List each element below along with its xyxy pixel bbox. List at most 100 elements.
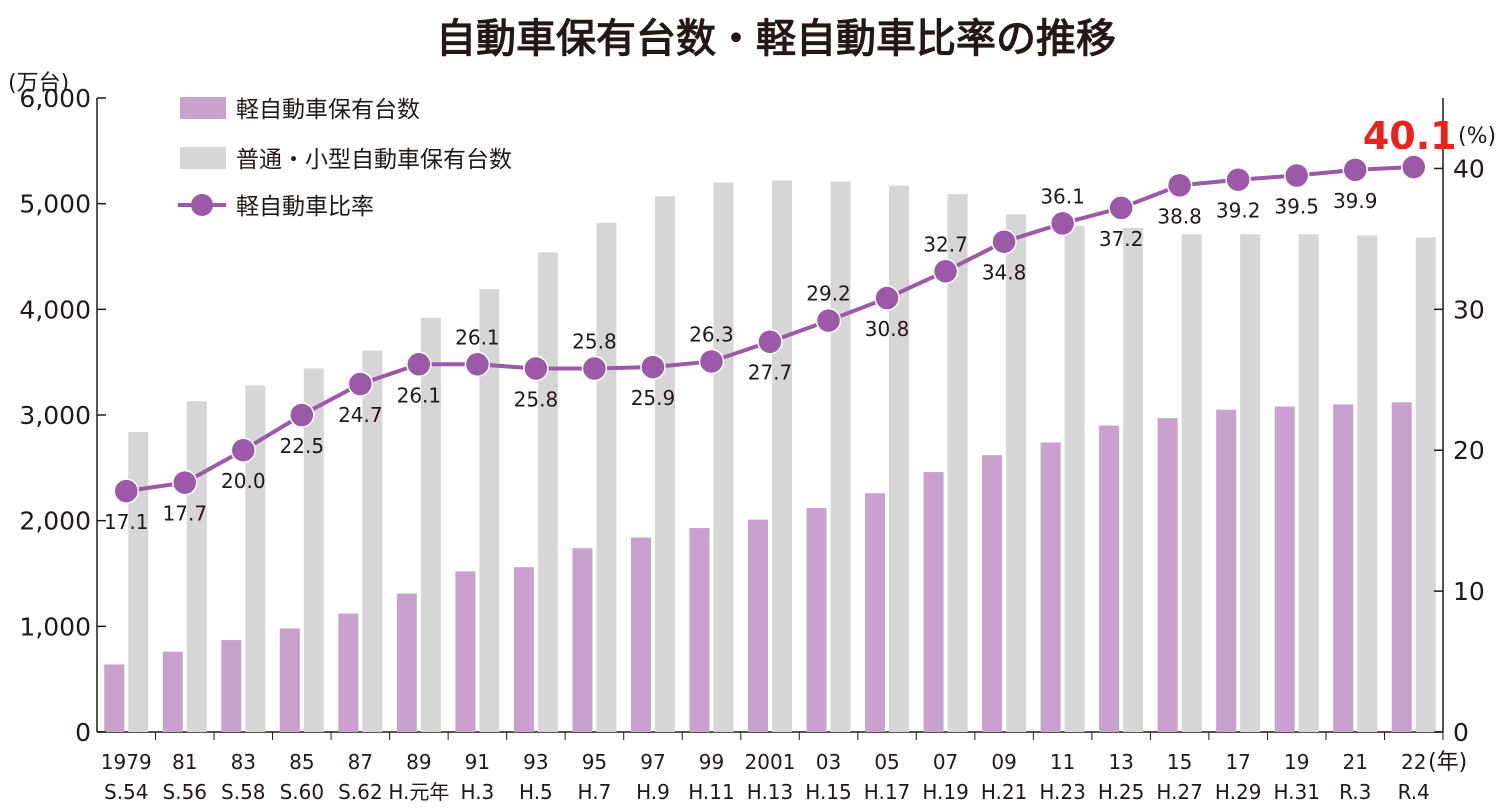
bar-kei-ownership	[1333, 404, 1354, 732]
bar-layer	[104, 180, 1436, 733]
bar-regular-ownership	[1357, 235, 1378, 732]
bar-kei-ownership	[630, 537, 651, 732]
x-tick-label-era: S.60	[280, 780, 325, 804]
tick-label-layer: 0 1,000 2,000 3,000 4,000 5,000 6,000 0 10 20 30 40…	[19, 84, 1484, 804]
ratio-marker	[289, 402, 315, 428]
right-tick-label: 10	[1453, 577, 1485, 606]
bar-kei-ownership	[806, 507, 827, 732]
x-tick-label-year: 85	[289, 750, 314, 774]
ratio-data-label: 25.8	[514, 388, 559, 412]
bar-kei-ownership	[396, 593, 417, 732]
ratio-marker	[581, 355, 608, 382]
x-tick-label-year: 83	[231, 750, 256, 774]
bar-regular-ownership	[1240, 234, 1261, 732]
ratio-data-label: 17.1	[104, 510, 149, 534]
bar-regular-ownership	[654, 196, 675, 732]
x-tick-label-year: 91	[465, 750, 490, 774]
x-tick-label-era: S.54	[104, 780, 149, 804]
ratio-marker	[1225, 166, 1251, 193]
ratio-data-label: 34.8	[982, 261, 1027, 285]
ratio-data-label: 26.3	[689, 322, 734, 346]
bar-kei-ownership	[455, 571, 476, 732]
x-tick-label-year: 13	[1108, 750, 1133, 774]
bar-kei-ownership	[1040, 442, 1061, 732]
ratio-marker	[406, 351, 432, 378]
bar-regular-ownership	[186, 401, 207, 732]
ratio-marker	[1342, 157, 1368, 183]
bar-kei-ownership	[1157, 418, 1178, 732]
x-tick-label-era: H.29	[1215, 780, 1262, 804]
bar-regular-ownership	[772, 180, 792, 733]
x-tick-label-year: 05	[874, 750, 899, 774]
x-tick-label-year: 1979	[101, 750, 152, 774]
bar-kei-ownership	[104, 664, 125, 732]
bar-regular-ownership	[537, 252, 558, 733]
x-tick-label-year: 89	[406, 750, 431, 774]
ratio-marker	[113, 478, 140, 504]
bar-kei-ownership	[513, 567, 534, 732]
ratio-data-label: 27.7	[748, 361, 793, 385]
ratio-marker	[815, 307, 842, 334]
bar-regular-ownership	[362, 350, 383, 732]
x-tick-label-year: 97	[640, 750, 665, 774]
bar-kei-ownership	[572, 548, 593, 732]
ratio-data-label: 22.5	[280, 434, 325, 458]
x-tick-label-year: 07	[933, 750, 958, 774]
ratio-marker	[698, 348, 725, 375]
ratio-marker	[757, 328, 783, 355]
bar-regular-ownership	[713, 182, 734, 733]
bar-regular-ownership	[303, 368, 324, 732]
chart-title: 自動車保有台数・軽自動車比率の推移	[436, 16, 1116, 62]
x-tick-label-era: H.21	[981, 780, 1028, 804]
x-tick-label-year: 2001	[745, 750, 796, 774]
legend-swatch-kei-bars	[180, 97, 226, 119]
x-tick-label-era: R.4	[1398, 780, 1430, 804]
bar-kei-ownership	[1216, 409, 1237, 732]
x-tick-label-year: 21	[1342, 750, 1367, 774]
x-tick-label-era: H.9	[636, 780, 670, 804]
x-tick-label-era: H.31	[1273, 780, 1320, 804]
x-tick-label-year: 22	[1401, 750, 1426, 774]
bar-kei-ownership	[748, 519, 768, 732]
ratio-line-layer	[113, 154, 1427, 504]
right-axis-unit: (%)	[1458, 124, 1496, 149]
bar-regular-ownership	[479, 289, 500, 732]
x-tick-label-year: 99	[699, 750, 724, 774]
ratio-data-label: 39.9	[1333, 189, 1378, 213]
ratio-data-label: 36.1	[1040, 184, 1085, 208]
ratio-marker	[874, 285, 900, 311]
bar-regular-ownership	[1181, 234, 1202, 732]
x-tick-label-year: 09	[991, 750, 1016, 774]
ratio-marker	[1166, 172, 1193, 199]
x-tick-label-era: H.3	[461, 780, 495, 804]
bar-regular-ownership	[1006, 214, 1027, 732]
x-tick-label-era: H.27	[1156, 780, 1203, 804]
ratio-marker	[1283, 162, 1310, 189]
ratio-data-label: 24.7	[338, 403, 383, 427]
ratio-marker	[1400, 154, 1427, 180]
bar-regular-ownership	[128, 431, 149, 732]
bar-kei-ownership	[162, 651, 183, 732]
right-tick-label: 20	[1453, 436, 1485, 465]
legend-swatch-ratio-marker	[191, 194, 213, 216]
bar-regular-ownership	[830, 181, 851, 732]
legend: 軽自動車保有台数 普通・小型自動車保有台数 軽自動車比率	[178, 97, 512, 220]
ratio-marker	[932, 258, 959, 285]
ratio-data-label: 25.9	[631, 386, 676, 410]
x-tick-label-year: 87	[348, 750, 373, 774]
bar-kei-ownership	[982, 455, 1003, 732]
x-tick-label-era: H.元年	[388, 780, 449, 804]
ratio-data-label: 17.7	[163, 502, 208, 526]
x-axis-unit: (年)	[1428, 750, 1467, 775]
bar-kei-ownership	[221, 640, 242, 732]
x-tick-label-era: H.23	[1039, 780, 1086, 804]
ratio-data-label: 29.2	[806, 282, 851, 306]
ratio-data-label: 38.8	[1157, 204, 1202, 228]
bar-kei-ownership	[1274, 406, 1295, 732]
legend-label-ratio-line: 軽自動車比率	[236, 194, 374, 220]
ratio-marker	[640, 354, 666, 380]
ratio-data-label: 32.7	[923, 232, 968, 256]
bar-kei-ownership	[1391, 402, 1412, 732]
x-tick-label-year: 11	[1050, 750, 1075, 774]
